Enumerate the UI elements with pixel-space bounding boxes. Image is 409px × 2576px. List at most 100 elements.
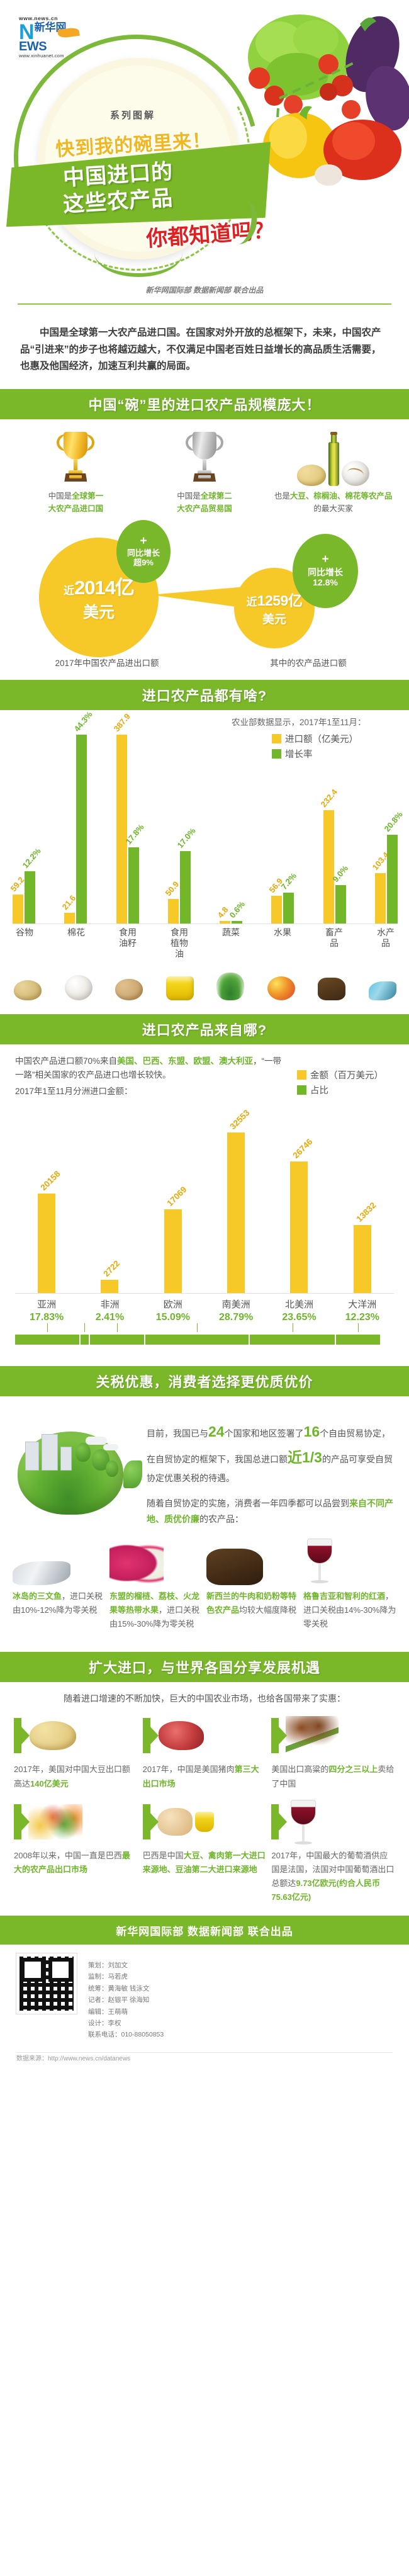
- legend-label-growth: 增长率: [285, 749, 313, 760]
- oilseed-icon: [115, 979, 143, 1001]
- bar-import: 21.6: [60, 893, 77, 924]
- marker-icon-5: [142, 1804, 159, 1839]
- continent-name: 欧洲: [163, 1299, 182, 1311]
- card1-prefix: 中国是: [48, 491, 72, 500]
- bubble-a-growth-value: 超9%: [133, 558, 154, 568]
- footer-source: 数据来源：http://www.news.cn/datanews: [0, 2053, 409, 2071]
- infographic-page: www.news.cn N 新华网 EWS www.xinhuanet.com …: [0, 0, 409, 2071]
- tariff-paragraphs: 目前，我国已与24个国家和地区签署了16个自由贸易协定，在自贸协定的框架下，我国…: [147, 1403, 394, 1527]
- wine-glass-icon-2: [271, 1799, 395, 1845]
- exp3-post: 卖给了中国: [271, 1765, 395, 1788]
- marker-icon-1: [14, 1718, 30, 1754]
- tariff-example-3: 新西兰的牛肉和奶粉等特色农产品均较大幅度降税: [206, 1536, 300, 1630]
- tariff-ex2-highlight: 东盟的榴梿、荔枝、火龙果等热带水果: [109, 1591, 200, 1615]
- continent-value-label: 17069: [165, 1184, 189, 1208]
- expand-lead-text: 随着进口增速的不断加快，巨大的中国农业市场，也给各国带来了实惠：: [64, 1693, 345, 1704]
- cotton-boll-icon: [342, 460, 370, 486]
- bar-value-label: 17.0%: [175, 825, 198, 850]
- tariff-ex3-highlight: 新西兰的牛肉和奶粉等特色农产品: [206, 1591, 297, 1615]
- bubble-import-growth: + 同比增长 12.8%: [293, 533, 358, 608]
- leaf-icon: [123, 1460, 142, 1489]
- footer-credit-line: 编辑：王萌萌: [88, 2008, 128, 2016]
- bar-growth: 0.6%: [227, 900, 247, 924]
- trade-value-bubbles: 近 2014亿 美元 + 同比增长 超9% 近 1259亿 美元 + 同比增长 …: [0, 516, 409, 657]
- origin-subnote: 2017年1至11月分洲进口金额：: [15, 1087, 133, 1097]
- bar-group: 232.4 9.0%: [319, 788, 350, 924]
- chart1-legend-item-1: 增长率: [232, 747, 394, 760]
- expand-item-6-text: 2017年，中国最大的葡萄酒供应国是法国，法国对中国葡萄酒出口总额达9.73亿欧…: [271, 1849, 395, 1904]
- bar-value-label: 12.2%: [20, 846, 43, 871]
- bar-import: 103.4: [371, 850, 391, 924]
- legend-label-amount: 金额（百万美元）: [310, 1071, 383, 1082]
- exp1-hl: 140亿美元: [30, 1778, 69, 1788]
- bar-import: 232.4: [319, 788, 339, 924]
- tariff-p1-a: 目前，我国已与: [147, 1428, 208, 1439]
- qr-code[interactable]: [16, 1953, 77, 2014]
- exp1-pre: 2017年，美国对中国大豆出口额高达: [14, 1765, 130, 1788]
- vegetable-icon: [216, 973, 245, 1001]
- bar-growth: 20.8%: [383, 810, 405, 924]
- bar-group: 4.8 0.6%: [215, 900, 247, 924]
- tariff-p2-b: 的农产品：: [199, 1514, 244, 1525]
- bar-group: 59.2 12.2%: [8, 846, 42, 924]
- chart2-legend-item-0: 金额（百万美元）: [287, 1068, 394, 1082]
- marker-icon-4: [14, 1804, 30, 1839]
- bubble-a-growth-label: 同比增长: [126, 548, 160, 558]
- origin-text-a: 中国农产品进口额70%来自: [15, 1056, 118, 1066]
- xinhua-logo[interactable]: www.news.cn N 新华网 EWS www.xinhuanet.com: [19, 15, 80, 59]
- vegetables-photo: [248, 14, 409, 186]
- expand-item-6: 2017年，中国最大的葡萄酒供应国是法国，法国对中国葡萄酒出口总额达9.73亿欧…: [271, 1799, 395, 1904]
- achievement-cards: 中国是全球第一 大农产品进口国 中国是全球第二 大农产品贸易国: [0, 419, 409, 515]
- dragonfruit-icon: [109, 1536, 203, 1585]
- x-axis-label: 食用植物油: [171, 927, 188, 959]
- sorghum-icon: [271, 1712, 395, 1759]
- tree-icon-3: [106, 1460, 118, 1477]
- bubble-a-prefix: 近: [64, 585, 75, 597]
- achievement-card-3: 也是大豆、棕榈油、棉花等农产品的最大买家: [269, 428, 398, 515]
- card2-prefix: 中国是: [177, 491, 201, 500]
- bar-value-label: 0.6%: [227, 899, 247, 920]
- source-url[interactable]: http://www.news.cn/datanews: [48, 2055, 131, 2062]
- chart2-legend-item-1: 占比: [287, 1083, 394, 1097]
- credit-divider: [18, 303, 391, 305]
- salmon-icon: [13, 1536, 106, 1585]
- tariff-count-agreements: 16: [303, 1423, 320, 1440]
- bar-group: 56.9 7.2%: [267, 871, 298, 924]
- tariff-intro-block: 目前，我国已与24个国家和地区签署了16个自由贸易协定，在自贸协定的框架下，我国…: [0, 1396, 409, 1527]
- bubble-total-growth: + 同比增长 超9%: [116, 519, 171, 583]
- continent-bar: 26746: [290, 1137, 315, 1294]
- legend-swatch-import: [272, 733, 281, 743]
- logo-letter-n: N: [19, 20, 35, 44]
- soybean-icon: [14, 1712, 138, 1759]
- footer-body: 策划：刘加文 监制：马若虎 统筹：黄海敏 钱泳文 记者：赵银平 徐海知 编辑：王萌萌 设计…: [0, 1945, 409, 2052]
- tariff-p1-d: 的产品可享受自贸协定优惠关税的待遇。: [147, 1454, 393, 1484]
- section-header-origin: 进口农产品来自哪?: [0, 1014, 409, 1045]
- tariff-p1-b: 个国家和地区签署了: [224, 1428, 304, 1439]
- card3-suffix: 的最大买家: [313, 504, 353, 513]
- tree-icon-1: [76, 1443, 91, 1462]
- bar-import: 50.9: [164, 879, 181, 924]
- tariff-ex2-rest: ，进口关税由15%-30%降为零关税: [109, 1605, 200, 1629]
- bubble-a-caption: 2017年中国农产品进出口额: [55, 658, 159, 668]
- bar-group: 21.6 44.3%: [60, 709, 94, 924]
- continent-name: 非洲: [100, 1299, 120, 1311]
- origin-intro-block: 中国农产品进口额70%来自美国、巴西、东盟、欧盟、澳大利亚，“一带一路”相关国家…: [0, 1044, 409, 1099]
- product-icons-row: [14, 966, 396, 1001]
- continent-share: 15.09%: [155, 1312, 190, 1323]
- bar-group: 103.4 20.8%: [371, 810, 405, 924]
- continent-share: 28.79%: [219, 1312, 254, 1323]
- series-label: 系列图解: [110, 110, 156, 121]
- tariff-paragraph-1: 目前，我国已与24个国家和地区签署了16个自由贸易协定，在自贸协定的框架下，我国…: [147, 1419, 394, 1486]
- tariff-example-2: 东盟的榴梿、荔枝、火龙果等热带水果，进口关税由15%-30%降为零关税: [109, 1536, 203, 1630]
- bar-value-label: 20.8%: [382, 810, 405, 834]
- bar-value-label: 232.4: [318, 787, 340, 810]
- bubble-b-growth-label: 同比增长: [308, 567, 343, 577]
- section-header-products: 进口农产品都有啥?: [0, 679, 409, 710]
- continent-name: 南美洲: [221, 1299, 250, 1311]
- chart1-note: 农业部数据显示，2017年1至11月：: [232, 717, 366, 727]
- footer-credit-line: 统筹：黄海敏 钱泳文: [88, 1984, 150, 1992]
- footer-credit-line: 记者：赵银平 徐海知: [88, 1996, 150, 2004]
- tariff-ex4-rest: ，进口关税由14%-30%降为零关税: [303, 1591, 396, 1629]
- marker-icon-3: [271, 1718, 288, 1754]
- tariff-p2-highlight: 来自不同产地、质优价廉: [147, 1498, 393, 1525]
